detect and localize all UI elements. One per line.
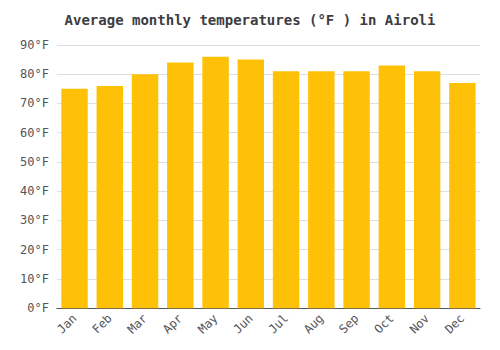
svg-text:10°F: 10°F	[20, 272, 49, 286]
svg-text:Mar: Mar	[125, 311, 150, 336]
svg-text:Nov: Nov	[407, 311, 432, 336]
svg-text:90°F: 90°F	[20, 38, 49, 52]
svg-text:May: May	[195, 311, 220, 336]
svg-text:30°F: 30°F	[20, 213, 49, 227]
svg-text:50°F: 50°F	[20, 155, 49, 169]
svg-text:Jul: Jul	[266, 311, 291, 336]
svg-text:0°F: 0°F	[27, 301, 49, 315]
svg-text:Feb: Feb	[90, 311, 115, 336]
svg-text:Jan: Jan	[54, 311, 79, 336]
svg-text:Dec: Dec	[442, 311, 467, 336]
svg-text:Average monthly temperatures (: Average monthly temperatures (°F ) in Ai…	[65, 12, 436, 28]
svg-text:70°F: 70°F	[20, 96, 49, 110]
svg-text:Aug: Aug	[301, 311, 326, 336]
svg-text:Jun: Jun	[231, 311, 256, 336]
svg-text:80°F: 80°F	[20, 67, 49, 81]
svg-text:40°F: 40°F	[20, 184, 49, 198]
svg-text:60°F: 60°F	[20, 126, 49, 140]
svg-text:Sep: Sep	[336, 311, 361, 336]
svg-text:20°F: 20°F	[20, 243, 49, 257]
svg-text:Oct: Oct	[372, 311, 397, 336]
svg-text:Apr: Apr	[160, 311, 185, 336]
